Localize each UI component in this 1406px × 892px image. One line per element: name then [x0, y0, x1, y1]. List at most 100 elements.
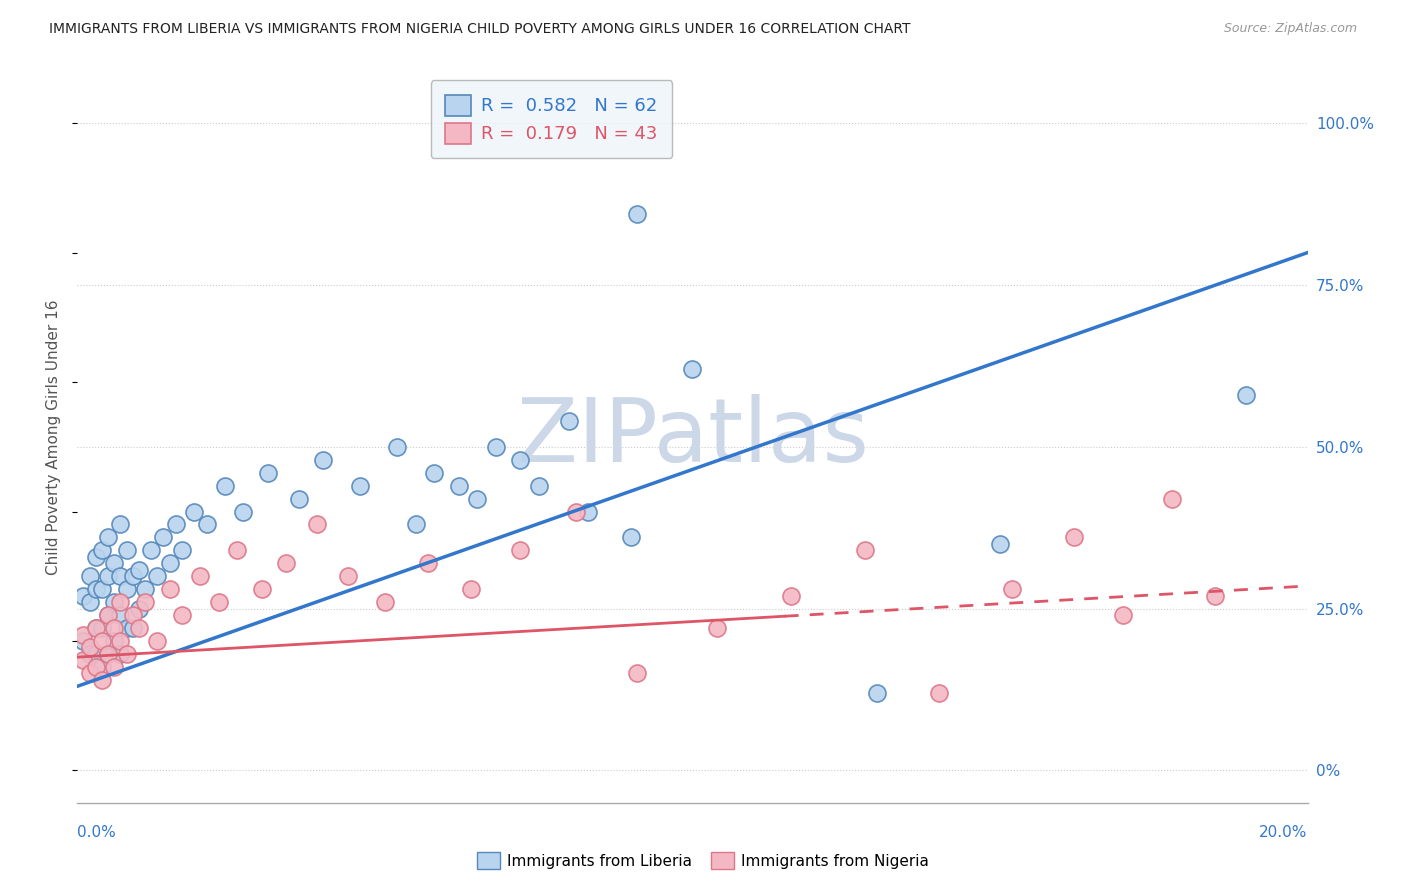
Point — [134, 582, 156, 597]
Point — [558, 414, 581, 428]
Point — [128, 563, 150, 577]
Point — [79, 569, 101, 583]
Point — [97, 608, 120, 623]
Point — [97, 647, 120, 661]
Text: IMMIGRANTS FROM LIBERIA VS IMMIGRANTS FROM NIGERIA CHILD POVERTY AMONG GIRLS UND: IMMIGRANTS FROM LIBERIA VS IMMIGRANTS FR… — [49, 22, 911, 37]
Point — [90, 543, 114, 558]
Point — [128, 601, 150, 615]
Text: 20.0%: 20.0% — [1260, 825, 1308, 840]
Point — [385, 440, 409, 454]
Point — [152, 530, 174, 544]
Point — [307, 517, 329, 532]
Point — [115, 582, 138, 597]
Point — [1001, 582, 1024, 597]
Point — [110, 647, 132, 661]
Point — [103, 634, 125, 648]
Point — [103, 557, 125, 571]
Point — [121, 569, 143, 583]
Point — [79, 666, 101, 681]
Point — [84, 621, 107, 635]
Point — [90, 634, 114, 648]
Point — [97, 608, 120, 623]
Point — [312, 452, 335, 467]
Point — [564, 504, 586, 518]
Text: 0.0%: 0.0% — [77, 825, 117, 840]
Point — [84, 647, 107, 661]
Point — [460, 582, 482, 597]
Point — [620, 530, 643, 544]
Point — [485, 440, 508, 454]
Y-axis label: Child Poverty Among Girls Under 16: Child Poverty Among Girls Under 16 — [46, 300, 62, 574]
Point — [103, 621, 125, 635]
Point — [288, 491, 311, 506]
Point — [626, 666, 648, 681]
Point — [1063, 530, 1085, 544]
Point — [72, 627, 94, 641]
Point — [509, 543, 531, 558]
Point — [527, 478, 550, 492]
Point — [276, 557, 298, 571]
Point — [188, 569, 212, 583]
Point — [97, 530, 120, 544]
Text: Source: ZipAtlas.com: Source: ZipAtlas.com — [1223, 22, 1357, 36]
Point — [1234, 388, 1257, 402]
Point — [84, 621, 107, 635]
Point — [1112, 608, 1135, 623]
Point — [90, 582, 114, 597]
Point — [232, 504, 254, 518]
Point — [170, 608, 193, 623]
Point — [146, 634, 169, 648]
Point — [97, 569, 120, 583]
Point — [72, 653, 94, 667]
Point — [374, 595, 396, 609]
Point — [90, 660, 114, 674]
Point — [682, 362, 704, 376]
Point — [447, 478, 470, 492]
Point — [121, 621, 143, 635]
Legend: R =  0.582   N = 62, R =  0.179   N = 43: R = 0.582 N = 62, R = 0.179 N = 43 — [430, 80, 672, 158]
Point — [165, 517, 187, 532]
Point — [121, 608, 143, 623]
Point — [79, 640, 101, 655]
Point — [214, 478, 236, 492]
Point — [853, 543, 876, 558]
Point — [1161, 491, 1184, 506]
Point — [146, 569, 169, 583]
Text: ZIPatlas: ZIPatlas — [516, 393, 869, 481]
Point — [141, 543, 163, 558]
Point — [159, 557, 181, 571]
Point — [170, 543, 193, 558]
Point — [349, 478, 371, 492]
Point — [866, 686, 889, 700]
Point — [159, 582, 181, 597]
Point — [110, 569, 132, 583]
Point — [110, 595, 132, 609]
Point — [110, 634, 132, 648]
Point — [257, 466, 280, 480]
Point — [183, 504, 205, 518]
Point — [90, 673, 114, 687]
Point — [405, 517, 427, 532]
Point — [128, 621, 150, 635]
Point — [337, 569, 360, 583]
Point — [134, 595, 156, 609]
Point — [72, 634, 94, 648]
Point — [423, 466, 446, 480]
Point — [115, 543, 138, 558]
Point — [84, 660, 107, 674]
Point — [115, 647, 138, 661]
Point — [576, 504, 599, 518]
Point — [79, 595, 101, 609]
Point — [626, 207, 648, 221]
Point — [103, 595, 125, 609]
Point — [195, 517, 218, 532]
Point — [110, 608, 132, 623]
Point — [84, 582, 107, 597]
Point — [1204, 589, 1226, 603]
Point — [780, 589, 803, 603]
Point — [103, 660, 125, 674]
Point — [110, 517, 132, 532]
Point — [706, 621, 728, 635]
Point — [208, 595, 231, 609]
Point — [509, 452, 531, 467]
